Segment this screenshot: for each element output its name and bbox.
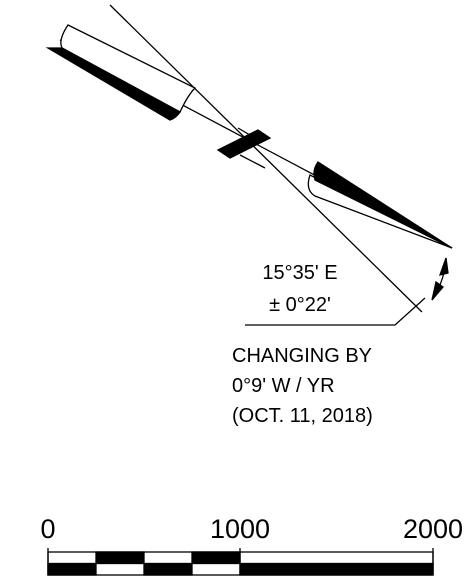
change-rate: 0°9' W / YR [232,375,335,397]
declination-tolerance: ± 0°22' [269,294,331,316]
arrow-feather [45,47,181,121]
scale-label: 1000 [210,514,270,544]
change-label: CHANGING BY [232,345,372,367]
scale-label: 0 [40,514,55,544]
scale-segment [143,562,193,576]
scale-segment [95,551,145,565]
scale-bar [47,548,434,576]
change-date: (OCT. 11, 2018) [232,405,373,427]
dimension-arrow [438,257,449,276]
declination-angle: 15°35' E [262,262,337,284]
arrow-head [313,161,453,249]
center-mark [216,129,272,159]
tick [237,127,256,139]
declination-diagram [45,4,453,326]
grid-north-line [109,4,423,313]
dimension-arrow [431,280,444,301]
scale-segment [191,551,241,565]
leader-line [245,297,426,326]
scale-label: 2000 [403,514,463,544]
tick [239,154,266,169]
scale-segment [47,562,97,576]
scale-segment [239,562,434,576]
